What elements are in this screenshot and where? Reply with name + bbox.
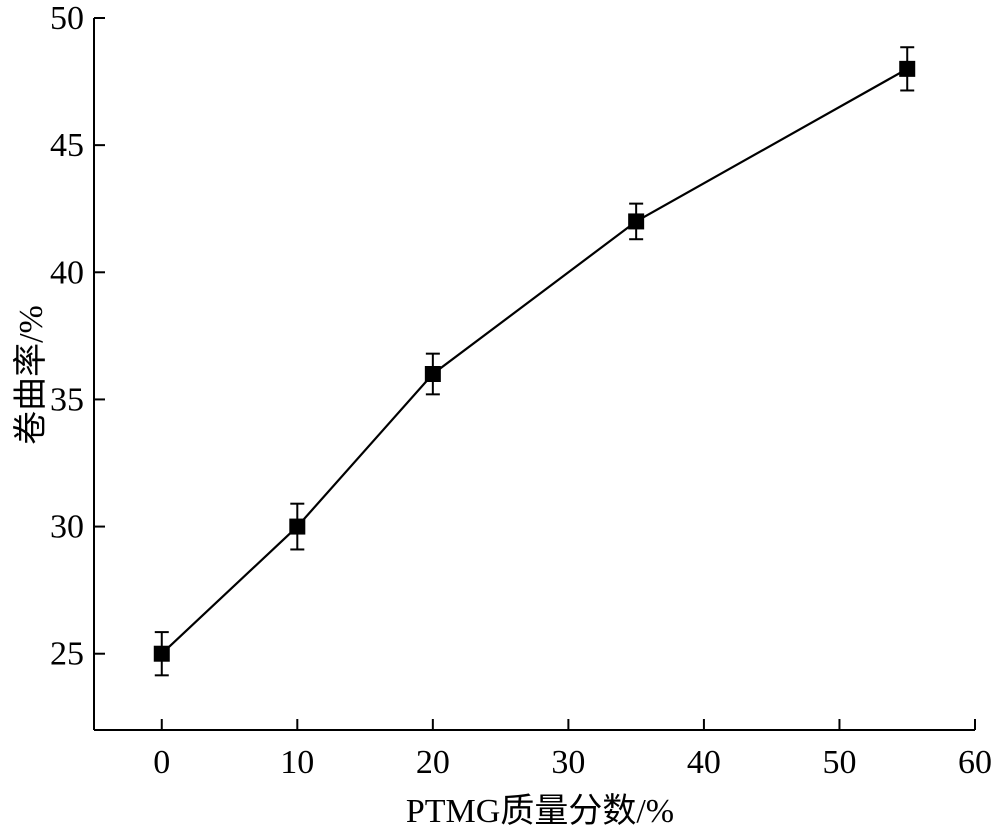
y-tick-label: 40 [50,254,84,291]
data-point-marker [628,213,645,230]
y-tick-label: 50 [50,0,84,37]
x-tick-label: 30 [551,744,585,781]
x-tick-label: 20 [416,744,450,781]
data-series [153,46,916,677]
y-tick-label: 25 [50,636,84,673]
y-tick-label: 45 [50,127,84,164]
x-tick-label: 60 [958,744,992,781]
y-axis-ticks: 25 30 35 40 45 50 [50,0,105,673]
x-tick-label: 40 [687,744,721,781]
x-tick-label: 50 [822,744,856,781]
data-point-marker [153,645,170,662]
x-axis-ticks: 0 10 20 30 40 50 60 [153,719,992,781]
axes [93,18,975,731]
x-tick-label: 0 [153,744,170,781]
series-line [161,67,908,655]
x-axis-title: PTMG质量分数/% [406,792,674,830]
data-point-marker [899,60,916,77]
y-axis-title: 卷曲率/% [12,305,50,445]
data-point-marker [424,366,441,382]
x-tick-label: 10 [280,744,314,781]
y-tick-label: 30 [50,509,84,546]
data-point-marker [289,518,306,535]
y-tick-label: 35 [50,381,84,418]
